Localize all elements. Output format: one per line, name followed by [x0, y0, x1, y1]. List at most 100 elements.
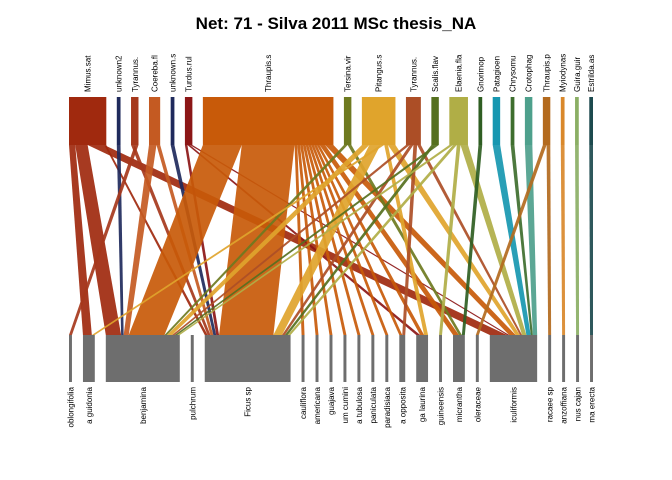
- interaction-link: [75, 145, 122, 335]
- lower-level-label: a tubulosa: [355, 386, 364, 423]
- lower-level-box: [590, 335, 593, 382]
- lower-level-box: [475, 335, 479, 382]
- higher-level-box: [69, 97, 107, 145]
- higher-level-box: [148, 97, 161, 145]
- interaction-link: [475, 145, 547, 335]
- interaction-link: [461, 145, 483, 335]
- higher-level-box: [361, 97, 396, 145]
- higher-level-label: Crotophag: [525, 55, 534, 92]
- higher-level-label: Thraupis.s: [264, 55, 273, 92]
- lower-level-label: racaee sp: [546, 386, 555, 422]
- lower-level-box: [343, 335, 347, 382]
- lower-level-box: [315, 335, 319, 382]
- interaction-link: [174, 145, 439, 335]
- higher-level-label: Guira.guir: [573, 57, 582, 92]
- higher-level-label: Patagioen: [492, 56, 501, 92]
- interaction-link: [287, 145, 457, 335]
- higher-level-label: Gnorimop: [476, 56, 485, 92]
- lower-level-box: [190, 335, 194, 382]
- interaction-link: [172, 145, 410, 335]
- higher-level-box: [431, 97, 439, 145]
- higher-level-box: [343, 97, 352, 145]
- higher-level-label: unknown.s: [169, 54, 178, 92]
- higher-level-label: Tersina.vir: [344, 55, 353, 92]
- higher-level-box: [560, 97, 565, 145]
- lower-level-label: paradisiaca: [383, 386, 392, 427]
- interaction-link: [123, 145, 157, 335]
- higher-level-box: [478, 97, 483, 145]
- higher-level-label: Tyrannus.: [131, 57, 140, 92]
- lower-level-label: a guidonia: [85, 386, 94, 423]
- higher-level-label: Turdus.rul: [185, 56, 194, 92]
- higher-level-label: Tyrannus.: [409, 57, 418, 92]
- interaction-link: [177, 145, 454, 335]
- lower-level-box: [562, 335, 566, 382]
- lower-level-label: cauliflora: [299, 386, 308, 419]
- lower-level-box: [204, 335, 291, 382]
- higher-level-box: [449, 97, 468, 145]
- lower-level-box: [301, 335, 305, 382]
- lower-level-box: [399, 335, 406, 382]
- higher-level-box: [510, 97, 515, 145]
- higher-level-label: unknown2: [115, 55, 124, 92]
- interaction-link: [281, 145, 414, 335]
- interaction-link: [164, 145, 348, 335]
- interaction-link: [273, 145, 381, 335]
- lower-level-label: iculiformis: [509, 387, 518, 423]
- interaction-link: [510, 145, 533, 335]
- higher-level-label: Coereba.fl: [151, 55, 160, 92]
- higher-level-box: [116, 97, 121, 145]
- lower-level-label: pulchrum: [188, 387, 197, 420]
- interaction-link: [439, 145, 461, 335]
- higher-level-label: Myiodynas: [559, 54, 568, 92]
- higher-level-label: Thraupis.p: [543, 54, 552, 92]
- interaction-link: [575, 145, 580, 335]
- lower-level-box: [371, 335, 375, 382]
- interaction-link: [69, 145, 139, 335]
- higher-level-boxes: [69, 97, 593, 145]
- lower-level-label: a opposita: [398, 386, 407, 423]
- chart-title: Net: 71 - Silva 2011 MSc thesis_NA: [196, 14, 477, 33]
- higher-level-label: Estrilda.as: [587, 55, 596, 92]
- lower-level-box: [357, 335, 361, 382]
- higher-level-box: [170, 97, 175, 145]
- higher-level-box: [575, 97, 579, 145]
- lower-level-label: anzoffiana: [560, 386, 569, 423]
- lower-level-box: [576, 335, 580, 382]
- higher-level-label: Scalis.flav: [431, 56, 440, 92]
- interaction-link: [116, 145, 124, 335]
- higher-level-box: [589, 97, 593, 145]
- interaction-link: [284, 145, 436, 335]
- lower-level-box: [453, 335, 465, 382]
- lower-level-label: micrantha: [455, 386, 464, 422]
- interaction-link: [387, 145, 520, 335]
- lower-level-box: [329, 335, 333, 382]
- interaction-link: [167, 145, 370, 335]
- interaction-link: [308, 145, 375, 335]
- interaction-links: [69, 145, 593, 335]
- lower-level-label: Ficus sp: [244, 386, 253, 416]
- lower-level-label: ma erecta: [588, 386, 597, 422]
- lower-level-label: um cumini: [341, 387, 350, 424]
- interaction-link: [311, 145, 389, 335]
- higher-level-box: [131, 97, 139, 145]
- interaction-link: [589, 145, 593, 335]
- higher-level-labels: Mimus.sat unknown2 Tyrannus. Coereba.fl unkn…: [84, 54, 596, 92]
- lower-level-label: nus cajan: [574, 387, 583, 421]
- higher-level-label: Mimus.sat: [84, 55, 93, 92]
- lower-level-label: americana: [313, 386, 322, 424]
- lower-level-box: [105, 335, 180, 382]
- lower-level-box: [489, 335, 538, 382]
- higher-level-label: Pitangus.s: [375, 55, 384, 92]
- higher-level-box: [524, 97, 533, 145]
- higher-level-box: [405, 97, 421, 145]
- interaction-link: [91, 145, 385, 335]
- higher-level-box: [492, 97, 501, 145]
- higher-level-box: [202, 97, 334, 145]
- lower-level-box: [416, 335, 429, 382]
- interaction-link: [560, 145, 566, 335]
- lower-level-label: guineensis: [437, 387, 446, 425]
- higher-level-box: [184, 97, 193, 145]
- lower-level-label: ga laurina: [418, 386, 427, 422]
